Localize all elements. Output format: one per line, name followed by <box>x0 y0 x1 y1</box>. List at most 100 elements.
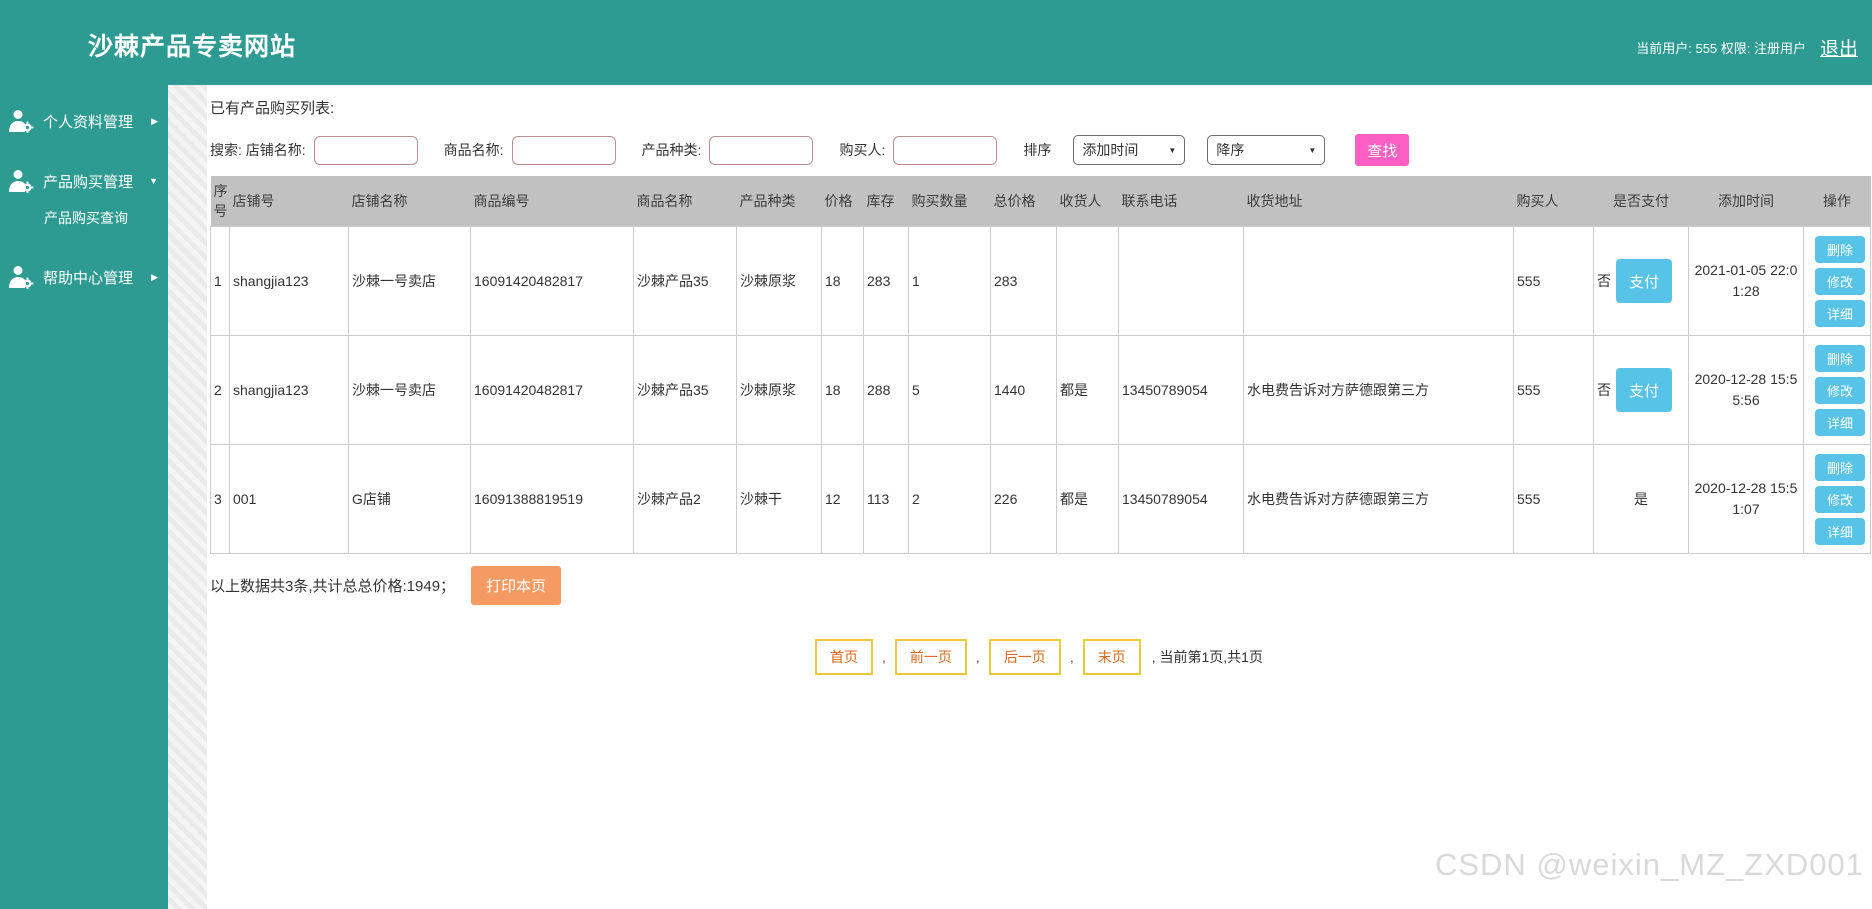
search-button[interactable]: 查找 <box>1355 134 1410 166</box>
header-user-area: 当前用户: 555 权限: 注册用户 退出 <box>1636 34 1858 61</box>
cell-buyer: 555 <box>1513 444 1594 554</box>
logout-link[interactable]: 退出 <box>1819 39 1858 60</box>
column-header-stock: 库存 <box>863 176 909 227</box>
watermark: CSDN @weixin_MZ_ZXD001 <box>1434 847 1864 882</box>
filter-label-shop-name: 搜索: 店铺名称: <box>210 142 306 158</box>
table-row: 1 shangjia123 沙棘一号卖店 16091420482817 沙棘产品35 沙棘… <box>210 226 1871 336</box>
cell-index: 3 <box>210 444 230 554</box>
cell-buyer: 555 <box>1513 226 1594 336</box>
cell-added-time: 2020-12-28 15:55:56 <box>1688 335 1804 445</box>
sidebar: 个人资料管理 ▶ 产品购买管理 ▼ 产品购买查询 帮助中心管理 ▶ <box>0 85 168 909</box>
sidebar-item-purchase-query[interactable]: 产品购买查询 <box>44 210 128 226</box>
column-header-index: 序号 <box>210 176 230 227</box>
sidebar-item-help-center[interactable]: 帮助中心管理 ▶ <box>0 257 168 297</box>
edit-button[interactable]: 修改 <box>1815 485 1865 513</box>
sort-order-select[interactable]: 降序 ▼ <box>1207 135 1326 165</box>
cell-price: 18 <box>821 335 864 445</box>
pagination-status: , 当前第1页,共1页 <box>1151 649 1263 665</box>
filter-bar: 搜索: 店铺名称: 商品名称: 产品种类: 购买人: 排序 添加时间 ▼ 降序 … <box>210 134 1872 166</box>
cell-product-name: 沙棘产品35 <box>633 335 737 445</box>
cell-product-code: 16091388819519 <box>470 444 634 554</box>
user-settings-icon <box>9 110 34 133</box>
delete-button[interactable]: 删除 <box>1815 344 1865 372</box>
page-title: 已有产品购买列表: <box>210 100 335 117</box>
detail-button[interactable]: 详细 <box>1815 408 1865 436</box>
cell-total-price: 226 <box>990 444 1057 554</box>
cell-consignee: 都是 <box>1056 444 1119 554</box>
sort-field-select[interactable]: 添加时间 ▼ <box>1073 135 1186 165</box>
filter-label-buyer: 购买人: <box>839 142 886 158</box>
shop-name-input[interactable] <box>313 135 418 165</box>
cell-consignee <box>1056 226 1119 336</box>
edit-button[interactable]: 修改 <box>1815 267 1865 295</box>
cell-price: 18 <box>821 226 864 336</box>
cell-address <box>1243 226 1514 336</box>
sidebar-gutter <box>168 85 207 909</box>
print-page-button[interactable]: 打印本页 <box>471 566 562 605</box>
sort-order-value: 降序 <box>1216 142 1245 158</box>
sidebar-item-label: 产品购买管理 <box>43 173 134 191</box>
cell-stock: 288 <box>863 335 909 445</box>
cell-paid: 否支付 <box>1593 335 1689 445</box>
category-input[interactable] <box>709 135 814 165</box>
column-header-product-name: 商品名称 <box>633 176 737 227</box>
prev-page-button[interactable]: 前一页 <box>894 639 967 675</box>
user-settings-icon <box>9 266 34 289</box>
cell-index: 1 <box>210 226 230 336</box>
filter-label-category: 产品种类: <box>641 142 702 158</box>
site-title: 沙棘产品专卖网站 <box>88 33 297 61</box>
delete-button[interactable]: 删除 <box>1815 453 1865 481</box>
cell-stock: 283 <box>863 226 909 336</box>
last-page-button[interactable]: 末页 <box>1082 639 1141 675</box>
first-page-button[interactable]: 首页 <box>815 639 874 675</box>
user-settings-icon <box>9 170 34 193</box>
next-page-button[interactable]: 后一页 <box>988 639 1061 675</box>
column-header-shop-id: 店铺号 <box>229 176 349 227</box>
sort-field-value: 添加时间 <box>1082 142 1139 158</box>
sidebar-item-purchase-mgmt[interactable]: 产品购买管理 ▼ <box>0 161 168 201</box>
cell-product-code: 16091420482817 <box>470 335 634 445</box>
cell-total-price: 1440 <box>990 335 1057 445</box>
cell-category: 沙棘原浆 <box>736 226 822 336</box>
cell-product-name: 沙棘产品2 <box>633 444 737 554</box>
edit-button[interactable]: 修改 <box>1815 376 1865 404</box>
cell-category: 沙棘原浆 <box>736 335 822 445</box>
column-header-buyer: 购买人 <box>1513 176 1594 227</box>
cell-buyer: 555 <box>1513 335 1594 445</box>
sidebar-item-label: 帮助中心管理 <box>43 269 134 287</box>
cell-added-time: 2021-01-05 22:01:28 <box>1688 226 1804 336</box>
main-content: 已有产品购买列表: 搜索: 店铺名称: 商品名称: 产品种类: 购买人: 排序 … <box>207 85 1872 909</box>
cell-quantity: 2 <box>908 444 991 554</box>
cell-actions: 删除 修改 详细 <box>1803 444 1871 554</box>
detail-button[interactable]: 详细 <box>1815 299 1865 327</box>
cell-actions: 删除 修改 详细 <box>1803 226 1871 336</box>
sidebar-item-profile[interactable]: 个人资料管理 ▶ <box>0 101 168 141</box>
column-header-product-code: 商品编号 <box>470 176 634 227</box>
column-header-shop-name: 店铺名称 <box>348 176 471 227</box>
buyer-input[interactable] <box>893 135 998 165</box>
cell-category: 沙棘干 <box>736 444 822 554</box>
summary-text: 以上数据共3条,共计总总价格:1949； <box>210 578 456 595</box>
product-name-input[interactable] <box>511 135 616 165</box>
pagination-separator: , <box>882 649 886 665</box>
column-header-actions: 操作 <box>1803 176 1871 227</box>
pay-button[interactable]: 支付 <box>1616 259 1672 303</box>
cell-shop-id: shangjia123 <box>229 335 349 445</box>
pay-button[interactable]: 支付 <box>1616 368 1672 412</box>
cell-quantity: 5 <box>908 335 991 445</box>
cell-stock: 113 <box>863 444 909 554</box>
table-row: 2 shangjia123 沙棘一号卖店 16091420482817 沙棘产品35 沙棘… <box>210 335 1871 445</box>
arrow-right-icon: ▶ <box>151 115 158 126</box>
cell-quantity: 1 <box>908 226 991 336</box>
cell-product-name: 沙棘产品35 <box>633 226 737 336</box>
column-header-paid: 是否支付 <box>1593 176 1689 227</box>
column-header-quantity: 购买数量 <box>908 176 991 227</box>
sidebar-item-label: 个人资料管理 <box>43 113 134 131</box>
pagination-separator: , <box>1069 649 1074 665</box>
cell-address: 水电费告诉对方萨德跟第三方 <box>1243 335 1514 445</box>
cell-paid: 是 <box>1593 444 1689 554</box>
detail-button[interactable]: 详细 <box>1815 517 1865 545</box>
summary-row: 以上数据共3条,共计总总价格:1949； 打印本页 <box>210 566 1872 605</box>
pagination: 首页 , 前一页 , 后一页 , 末页 , 当前第1页,共1页 <box>210 639 1868 675</box>
delete-button[interactable]: 删除 <box>1815 235 1865 263</box>
